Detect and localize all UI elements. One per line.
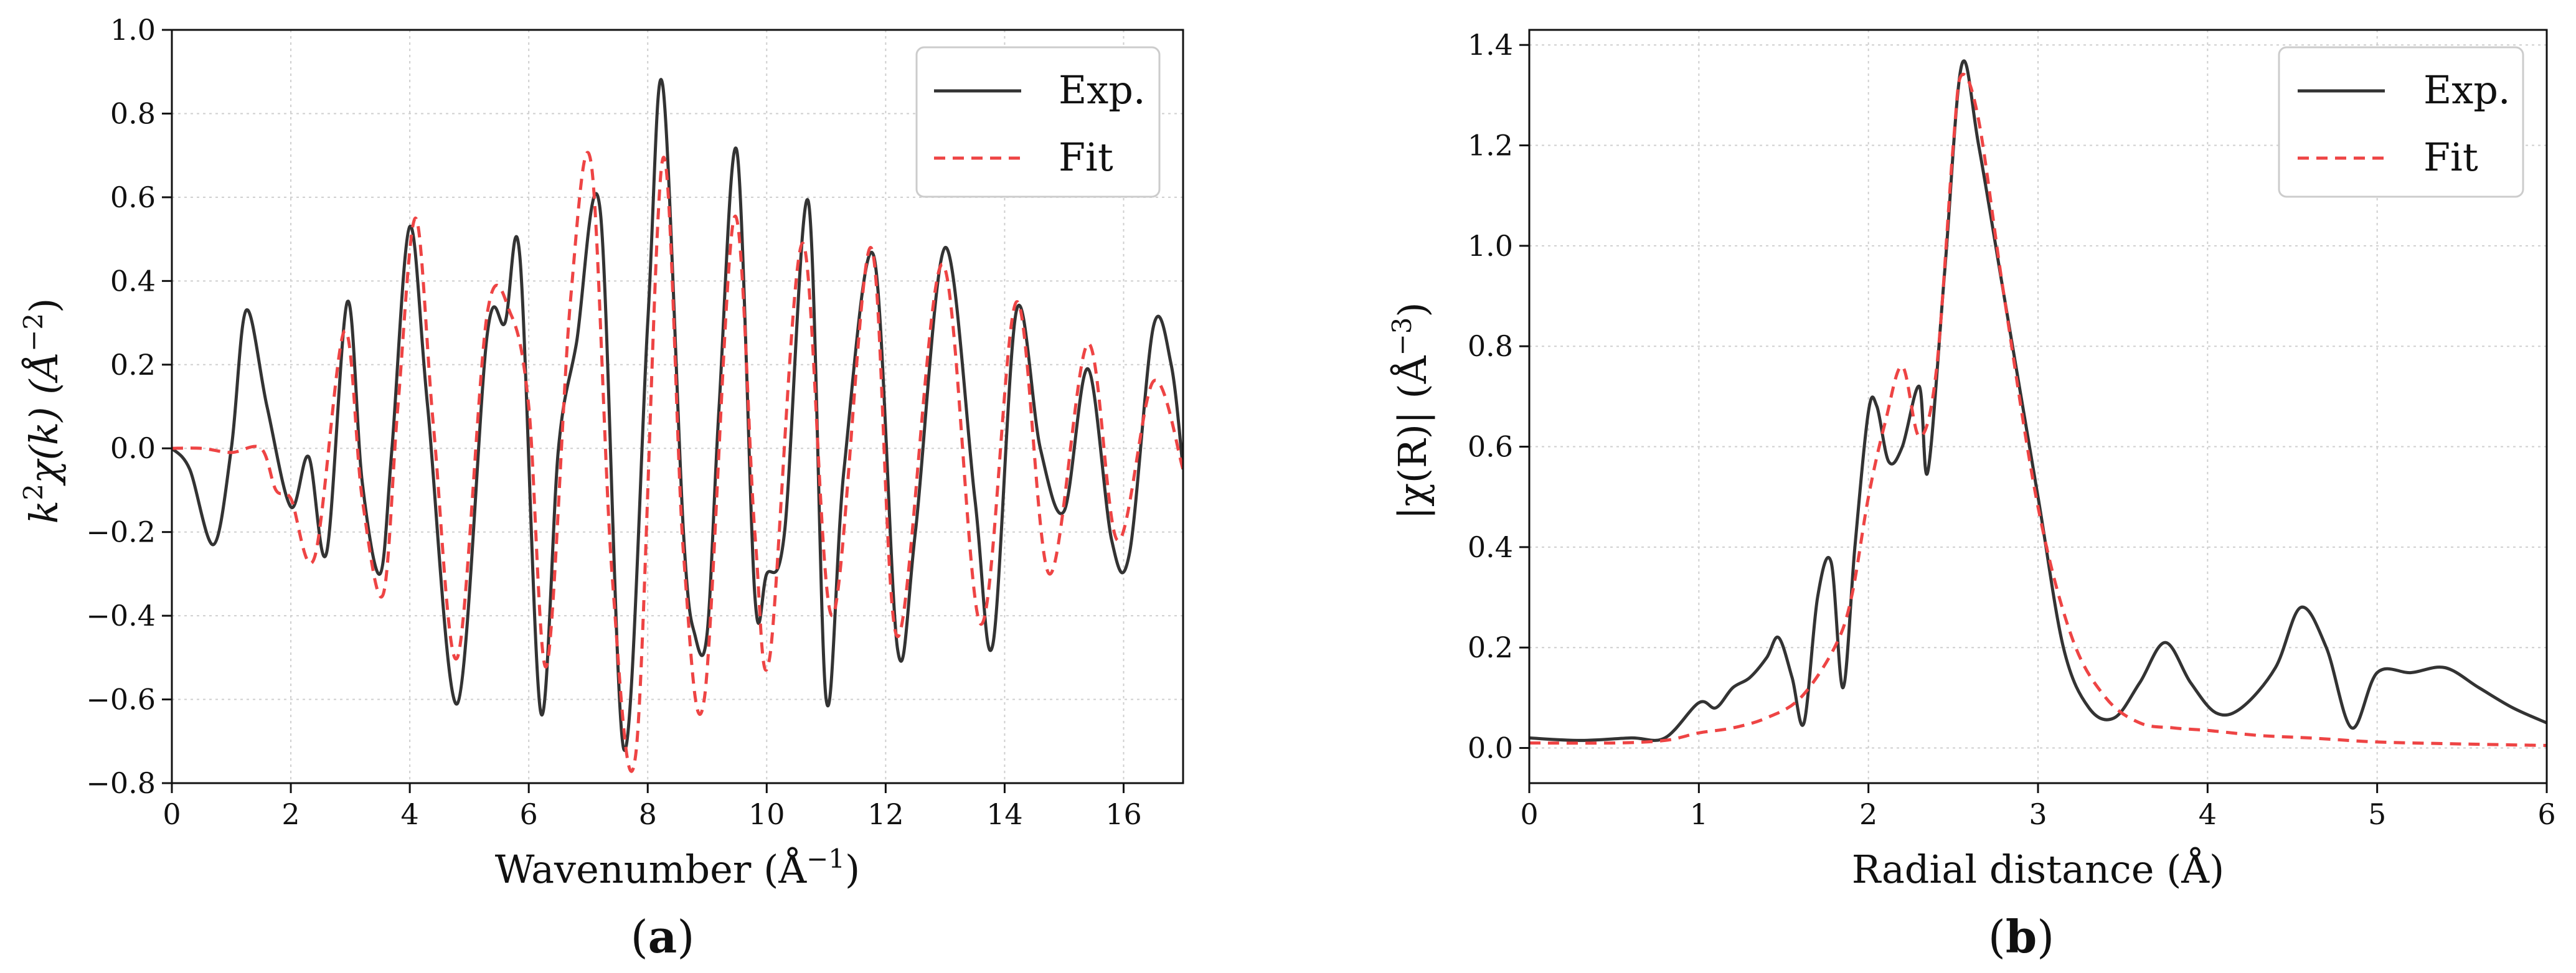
y-axis-title-a: k2χ(k) (Å−2) [18, 298, 67, 524]
x-tick-label: 14 [986, 797, 1023, 831]
y-tick-label: 0.4 [1468, 530, 1513, 564]
y-tick-label: −0.2 [86, 515, 156, 549]
series-group-a [172, 78, 1183, 773]
series-group-b [1529, 59, 2547, 747]
x-tick-label: 4 [2199, 797, 2217, 831]
y-tick-label: 0.4 [110, 264, 156, 298]
y-tick-label: −0.8 [86, 766, 156, 800]
y-tick-label: 0.6 [110, 181, 156, 214]
series-line-fit-b [1529, 72, 2547, 747]
y-tick-label: 1.2 [1468, 129, 1513, 162]
plot-frame-a [171, 29, 1184, 784]
chart-panel-a: 0 2 4 6 8 10 12 14 16 −0.8 −0.6 −0.4 −0.2 0.0 0.2 0.4 0.… [18, 13, 1184, 963]
panel-label-a: (a) [631, 910, 695, 963]
x-tick-label: 16 [1105, 797, 1142, 831]
legend-label-fit-a: Fit [1059, 134, 1113, 180]
x-tick-label: 10 [748, 797, 785, 831]
chart-panel-b: 0 1 2 3 4 5 6 0.0 0.2 0.4 0.6 0.8 1.0 1.2 1.4 |χ(R)| (… [1387, 28, 2556, 963]
x-tick-label: 1 [1690, 797, 1708, 831]
y-tick-label: 0.0 [1468, 731, 1513, 765]
y-tick-label: −0.4 [86, 599, 156, 632]
x-tick-label: 0 [163, 797, 181, 831]
series-line-fit-a [172, 151, 1183, 773]
x-tick-label: 0 [1520, 797, 1538, 831]
panel-label-b: (b) [1988, 910, 2055, 963]
x-tick-label: 2 [281, 797, 300, 831]
legend-a: Exp. Fit [915, 46, 1161, 198]
legend-b: Exp. Fit [2278, 46, 2524, 198]
x-tick-label: 12 [867, 797, 904, 831]
y-tick-label: 0.8 [110, 96, 156, 130]
y-tick-label: 0.8 [1468, 329, 1513, 363]
x-axis-title-a: Wavenumber (Å−1) [495, 844, 860, 892]
x-tick-label: 4 [400, 797, 418, 831]
y-axis-title-b: |χ(R)| (Å−3) [1387, 302, 1435, 519]
x-tick-label: 6 [520, 797, 538, 831]
y-tick-label: −0.6 [86, 683, 156, 717]
x-tick-label: 2 [1859, 797, 1877, 831]
ticks-a: 0 2 4 6 8 10 12 14 16 −0.8 −0.6 −0.4 −0.2 0.0 0.2 0.4 0.… [86, 13, 1141, 831]
x-tick-label: 3 [2029, 797, 2047, 831]
y-tick-label: 0.6 [1468, 430, 1513, 464]
legend-label-fit-b: Fit [2423, 134, 2478, 180]
y-tick-label: 0.2 [1468, 631, 1513, 664]
x-tick-label: 5 [2368, 797, 2386, 831]
y-tick-label: 1.0 [1468, 229, 1513, 263]
x-tick-label: 6 [2537, 797, 2555, 831]
legend-label-exp-a: Exp. [1059, 67, 1146, 113]
x-tick-label: 8 [639, 797, 657, 831]
ticks-b: 0 1 2 3 4 5 6 0.0 0.2 0.4 0.6 0.8 1.0 1.2 1.4 [1468, 28, 2556, 831]
y-tick-label: 0.0 [110, 431, 156, 465]
y-tick-label: 1.4 [1468, 28, 1513, 62]
y-tick-label: 1.0 [110, 13, 156, 47]
legend-label-exp-b: Exp. [2423, 67, 2511, 113]
x-axis-title-b: Radial distance (Å) [1852, 847, 2225, 892]
y-tick-label: 0.2 [110, 348, 156, 382]
